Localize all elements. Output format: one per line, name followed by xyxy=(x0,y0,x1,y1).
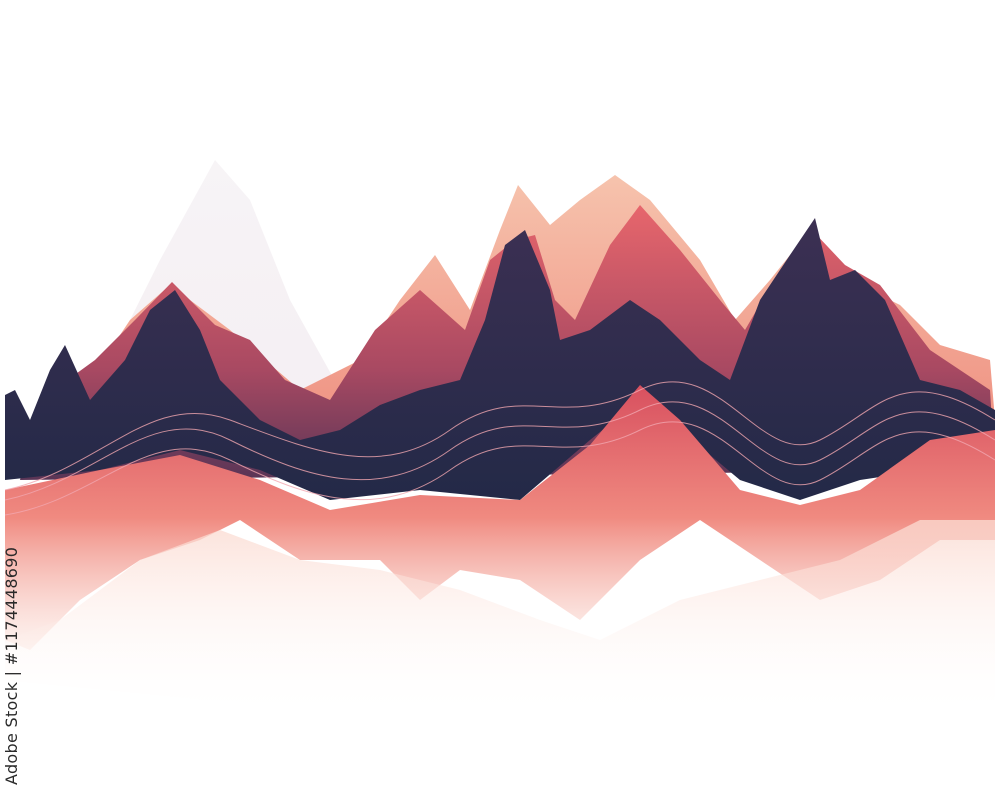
contour-line xyxy=(4,381,996,491)
contour-line xyxy=(4,421,996,516)
stock-watermark: Adobe Stock | #1174448690 xyxy=(2,546,21,785)
navy-front-ridge xyxy=(5,218,995,500)
contour-line xyxy=(4,401,996,501)
coral-wave-bands xyxy=(5,385,995,650)
pale-reflection-fade xyxy=(5,520,995,720)
contour-lines xyxy=(4,381,996,516)
